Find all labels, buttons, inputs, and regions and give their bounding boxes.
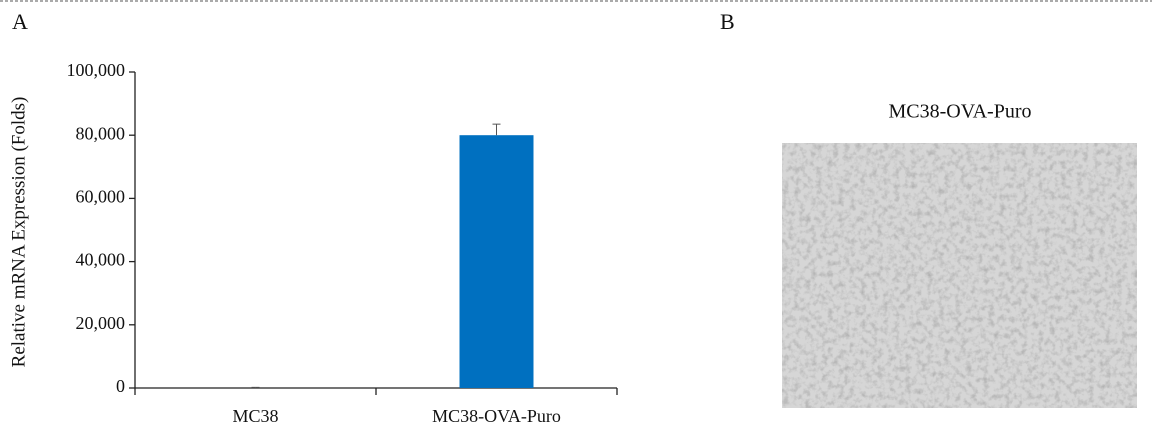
bar — [460, 135, 534, 388]
panel-label: B — [720, 9, 735, 34]
x-tick-label: MC38-OVA-Puro — [432, 406, 561, 426]
y-tick-label: 60,000 — [76, 187, 126, 207]
y-tick-label: 100,000 — [67, 60, 126, 80]
micrograph-texture — [782, 143, 1137, 408]
x-tick-label: MC38 — [232, 406, 278, 426]
y-tick-label: 20,000 — [76, 313, 126, 333]
y-tick-label: 80,000 — [76, 123, 126, 143]
y-tick-label: 0 — [116, 376, 125, 396]
y-axis-label: Relative mRNA Expression (Folds) — [8, 97, 29, 368]
image-title: MC38-OVA-Puro — [889, 101, 1032, 123]
y-tick-label: 40,000 — [76, 250, 126, 270]
panel-label: A — [12, 9, 28, 34]
